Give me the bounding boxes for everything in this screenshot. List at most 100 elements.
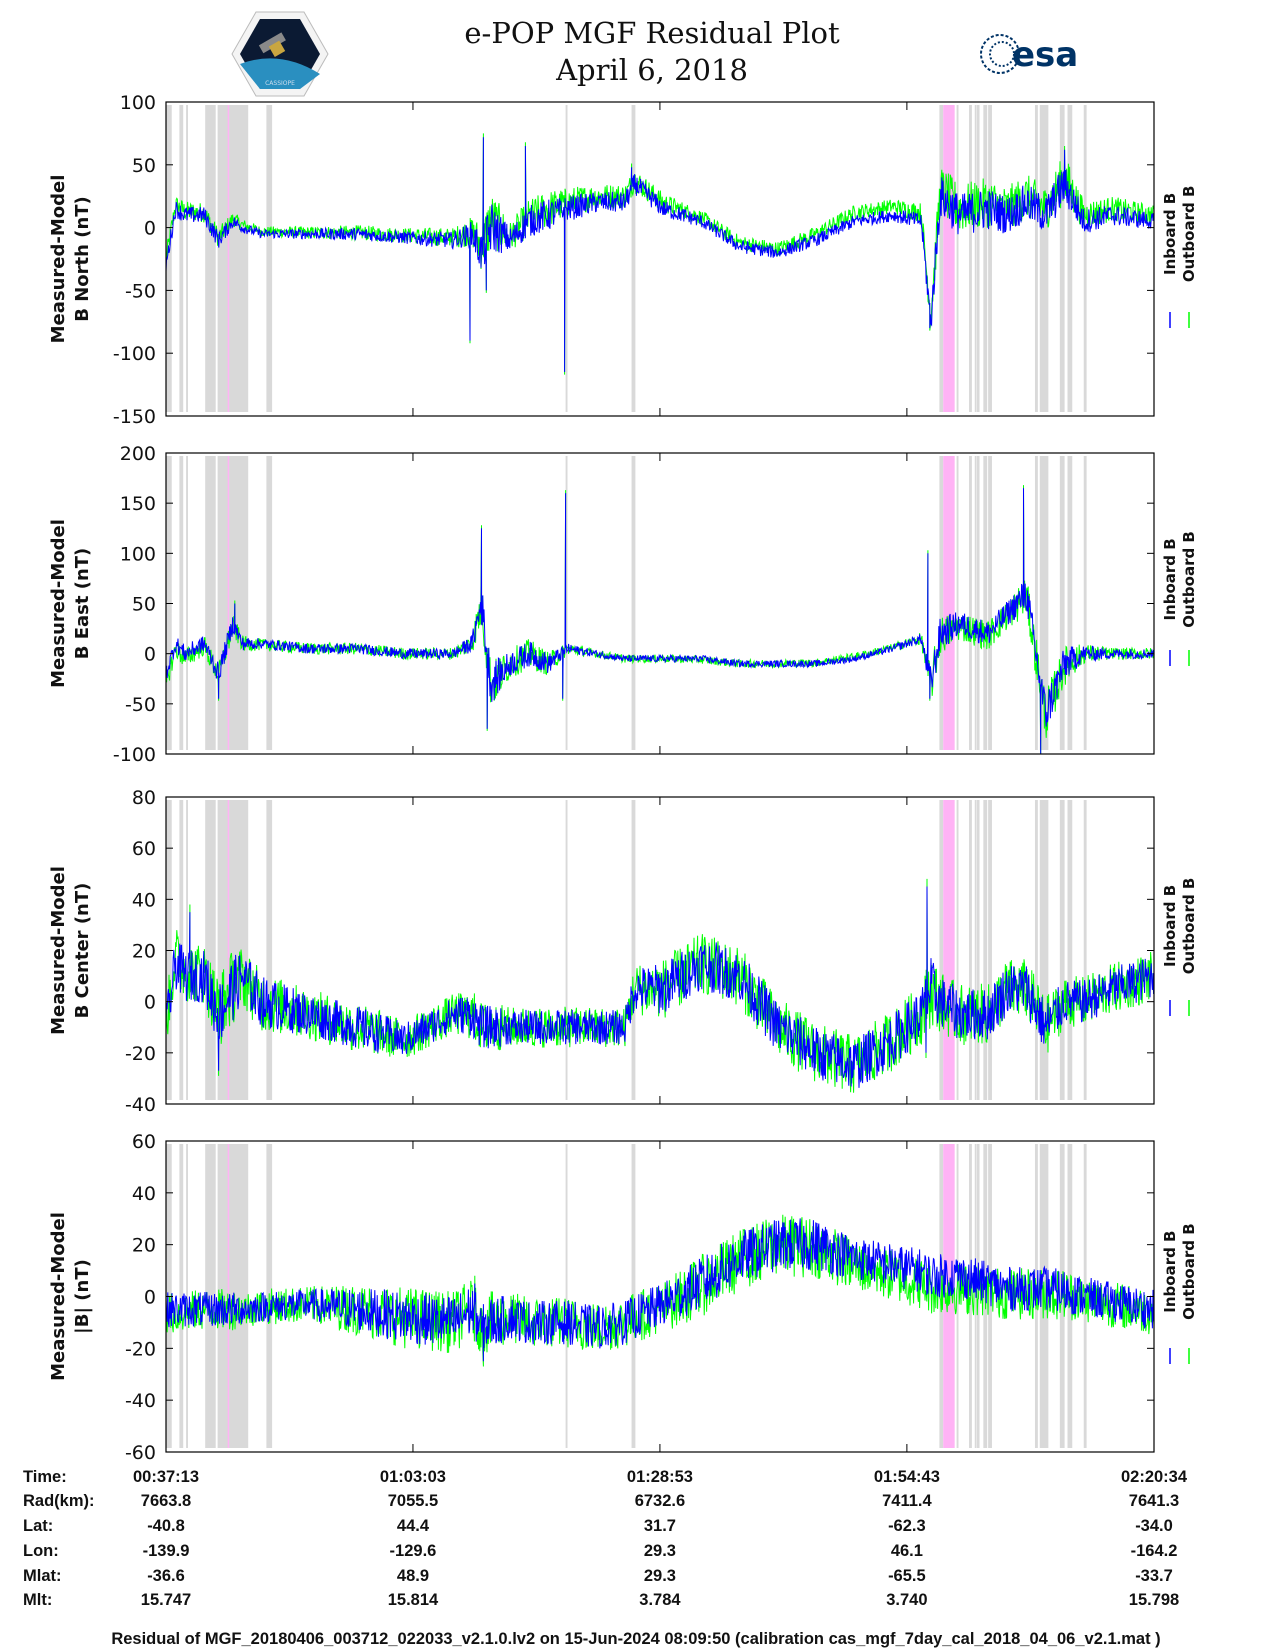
data-gap-band — [983, 105, 988, 412]
y-axis-label: Measured-Model — [48, 1212, 69, 1381]
y-tick-label: 50 — [132, 594, 156, 616]
data-gap-band — [631, 1144, 636, 1448]
y-tick-label: 200 — [120, 443, 156, 465]
data-gap-band — [939, 800, 944, 1100]
plot-date: April 6, 2018 — [555, 53, 748, 87]
data-gap-band — [988, 105, 992, 412]
row-label: Time: — [23, 1468, 67, 1486]
data-gap-band — [956, 1144, 959, 1448]
data-gap-band — [1034, 800, 1038, 1100]
data-gap-band — [631, 105, 636, 412]
orbit-value: 31.7 — [644, 1517, 676, 1535]
outboard-series-line — [166, 878, 1154, 1093]
orbit-value: -62.3 — [888, 1517, 926, 1535]
data-gap-band — [1059, 800, 1065, 1100]
flagged-band — [227, 800, 230, 1100]
orbit-value: 3.784 — [639, 1591, 681, 1609]
orbit-value: 02:20:34 — [1121, 1468, 1188, 1486]
legend-outboard-label: Outboard B — [1180, 531, 1198, 628]
data-gap-band — [988, 800, 992, 1100]
y-tick-label: 60 — [132, 838, 156, 860]
panel-3: 80 60 40 20 0 -20 -40 Measured-Model B Center (n… — [48, 787, 1198, 1116]
data-gap-band — [1059, 105, 1065, 412]
y-tick-label: -20 — [125, 1338, 156, 1360]
esa-logo: esa — [980, 34, 1078, 75]
data-gap-band — [988, 1144, 992, 1448]
data-gap-band — [974, 456, 977, 750]
row-label: Rad(km): — [23, 1492, 95, 1510]
panel-2: 200 150 100 50 0 -50 -100 Measured-Model B East … — [48, 443, 1198, 766]
flagged-band — [943, 456, 955, 750]
data-gap-band — [1059, 456, 1065, 750]
orbit-value: 00:37:13 — [133, 1468, 199, 1486]
data-gap-band — [1083, 456, 1087, 750]
orbit-value: -36.6 — [147, 1567, 185, 1585]
orbit-value: 7055.5 — [388, 1492, 438, 1510]
y-axis-label: Measured-Model — [48, 175, 69, 344]
y-tick-label: 60 — [132, 1131, 156, 1153]
data-gap-band — [631, 800, 636, 1100]
inboard-series-line — [166, 137, 1154, 373]
y-tick-label: 0 — [144, 992, 156, 1014]
data-gap-band — [266, 456, 273, 750]
orbit-value: -164.2 — [1131, 1542, 1178, 1560]
legend-inboard-label: Inboard B — [1161, 1231, 1179, 1313]
orbit-value: 7411.4 — [882, 1492, 932, 1510]
y-tick-label: -20 — [125, 1043, 156, 1065]
data-gap-band — [976, 800, 980, 1100]
data-gap-band — [179, 456, 184, 750]
outboard-series-line — [166, 485, 1154, 754]
data-gap-band — [186, 1144, 188, 1448]
orbit-value: 44.4 — [397, 1517, 430, 1535]
data-gap-band — [1083, 105, 1087, 412]
orbit-value: 29.3 — [644, 1542, 676, 1560]
data-gap-band — [186, 105, 188, 412]
inboard-series-line — [166, 886, 1154, 1088]
data-gap-band — [1039, 105, 1049, 412]
y-tick-label: 40 — [132, 1183, 156, 1205]
y-tick-label: 0 — [144, 644, 156, 666]
y-axis-label: Measured-Model — [48, 866, 69, 1035]
orbit-value: -40.8 — [147, 1517, 185, 1535]
data-gap-band — [983, 456, 988, 750]
flagged-band — [227, 1144, 230, 1448]
y-tick-label: 50 — [132, 155, 156, 177]
data-gap-band — [969, 800, 972, 1100]
row-label: Lat: — [23, 1517, 53, 1535]
data-gap-band — [205, 1144, 216, 1448]
data-gap-band — [956, 456, 959, 750]
epop-logo: CASSIOPE — [231, 11, 329, 97]
y-axis-label: Measured-Model — [48, 519, 69, 688]
flagged-band — [943, 800, 955, 1100]
row-label: Lon: — [23, 1542, 59, 1560]
orbit-value: -33.7 — [1135, 1567, 1173, 1585]
y-tick-label: -100 — [113, 343, 156, 365]
y-tick-label: -100 — [113, 744, 156, 766]
inboard-series-line — [166, 1218, 1154, 1362]
data-gap-band — [1034, 456, 1038, 750]
y-axis-label: B North (nT) — [72, 196, 93, 322]
data-gap-band — [217, 456, 249, 750]
data-gap-band — [1034, 105, 1038, 412]
outboard-series-line — [166, 133, 1154, 375]
data-gap-band — [974, 105, 977, 412]
esa-logo-text: esa — [1012, 35, 1078, 75]
epop-logo-text: CASSIOPE — [265, 80, 295, 87]
orbit-value: 15.747 — [141, 1591, 191, 1609]
y-axis-label: B Center (nT) — [72, 883, 93, 1019]
y-tick-label: 100 — [120, 92, 156, 114]
row-label: Mlat: — [23, 1567, 62, 1585]
y-tick-label: 80 — [132, 787, 156, 809]
data-gap-band — [631, 456, 636, 750]
y-tick-label: -150 — [113, 406, 156, 428]
legend-inboard-label: Inboard B — [1161, 193, 1179, 275]
orbit-info-table: Time: Rad(km): Lat: Lon: Mlat: Mlt: 00:37:13 76… — [23, 1468, 1188, 1609]
orbit-value: 7641.3 — [1129, 1492, 1179, 1510]
data-gap-band — [217, 105, 249, 412]
orbit-value: 15.814 — [388, 1591, 439, 1609]
y-tick-label: 150 — [120, 493, 156, 515]
data-gap-band — [1067, 456, 1073, 750]
data-gap-band — [988, 456, 992, 750]
y-tick-label: -40 — [125, 1094, 156, 1116]
